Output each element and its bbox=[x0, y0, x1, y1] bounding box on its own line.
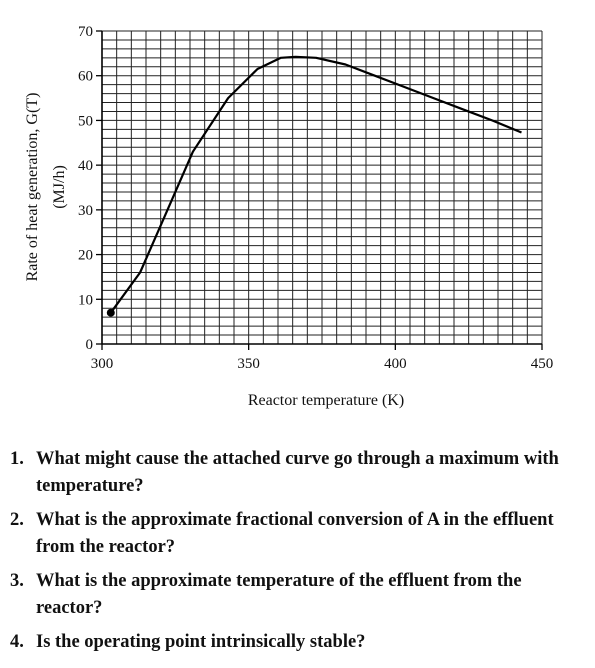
y-tick-label: 20 bbox=[78, 248, 93, 264]
question-list: 1. What might cause the attached curve g… bbox=[0, 446, 595, 663]
y-tick-label: 10 bbox=[78, 292, 93, 308]
x-tick-label: 350 bbox=[237, 356, 260, 372]
question-text: What is the approximate temperature of t… bbox=[36, 571, 522, 618]
x-axis-title: Reactor temperature (K) bbox=[248, 392, 404, 409]
y-axis-title: Rate of heat generation, G(T) bbox=[24, 93, 41, 282]
chart-tick-labels: 0 10 20 30 40 50 60 70 300 350 400 450 bbox=[78, 24, 553, 372]
chart-grid bbox=[101, 30, 543, 345]
heat-generation-chart: 0 10 20 30 40 50 60 70 300 350 400 450 Reactor temp… bbox=[24, 24, 553, 409]
question-number: 1. bbox=[10, 449, 24, 469]
y-tick-label: 70 bbox=[78, 24, 93, 40]
x-tick-label: 300 bbox=[91, 356, 114, 372]
heat-generation-curve bbox=[109, 55, 522, 314]
operating-point-marker bbox=[106, 308, 115, 317]
question-text: Is the operating point intrinsically sta… bbox=[36, 632, 366, 652]
y-tick-label: 60 bbox=[78, 69, 93, 85]
question-item: 4. Is the operating point intrinsically … bbox=[0, 629, 595, 656]
question-item: 1. What might cause the attached curve g… bbox=[0, 446, 595, 500]
y-tick-label: 30 bbox=[78, 203, 93, 219]
chart-axes bbox=[96, 30, 543, 350]
x-tick-label: 450 bbox=[531, 356, 554, 372]
question-number: 2. bbox=[10, 510, 24, 530]
x-tick-label: 400 bbox=[384, 356, 407, 372]
chart-plot-area bbox=[106, 55, 522, 317]
question-item: 2. What is the approximate fractional co… bbox=[0, 507, 595, 561]
question-number: 3. bbox=[10, 571, 24, 591]
y-tick-label: 0 bbox=[86, 337, 94, 353]
y-axis-unit: (MJ/h) bbox=[51, 165, 68, 209]
question-text: What is the approximate fractional conve… bbox=[36, 510, 554, 557]
question-number: 4. bbox=[10, 632, 24, 652]
y-tick-label: 50 bbox=[78, 113, 93, 129]
question-text: What might cause the attached curve go t… bbox=[36, 449, 559, 496]
y-tick-label: 40 bbox=[78, 158, 93, 174]
question-item: 3. What is the approximate temperature o… bbox=[0, 568, 595, 622]
